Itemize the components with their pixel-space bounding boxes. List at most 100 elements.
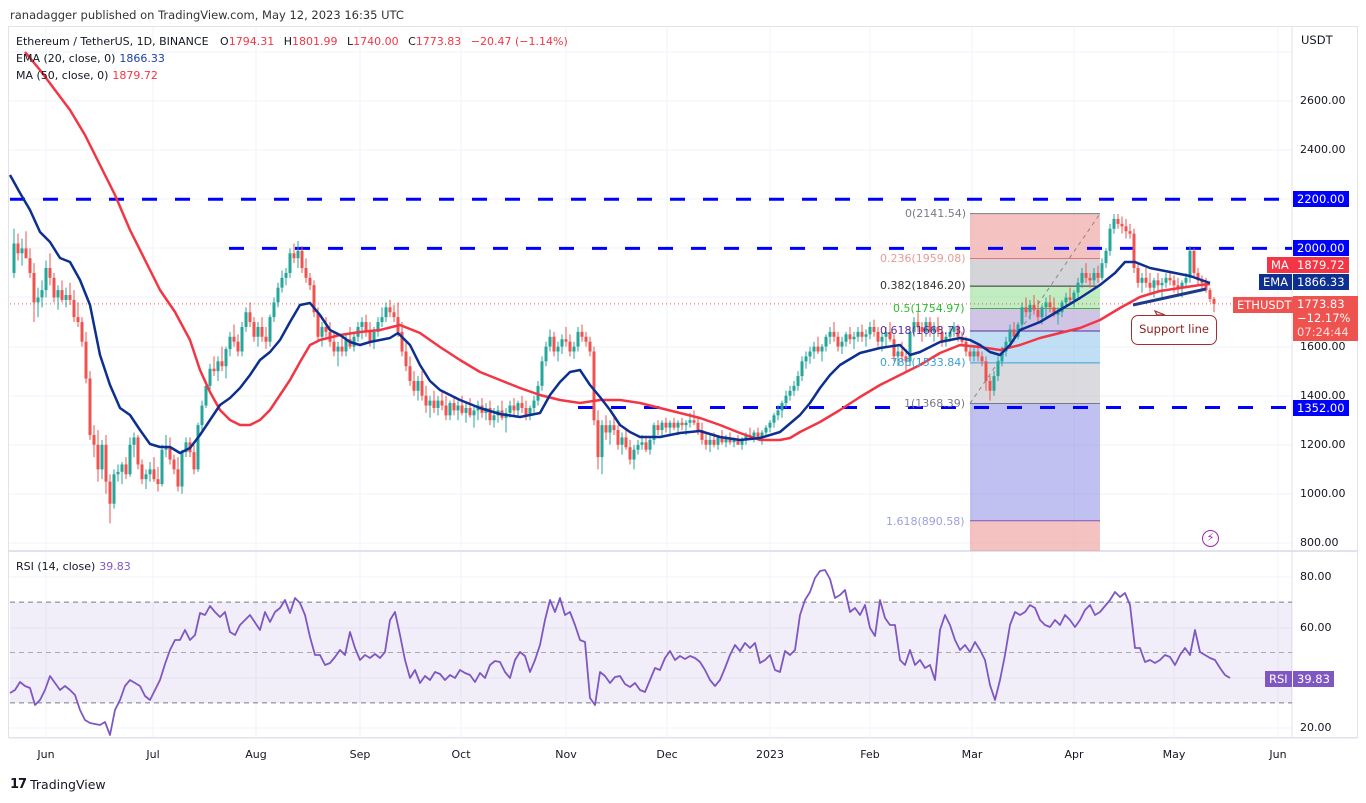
time-label: Feb [860,748,880,761]
candle-body [72,299,76,318]
price-tick: 2400.00 [1300,143,1346,156]
candle-body [1060,302,1064,313]
candle-body [1104,250,1108,264]
ohlc-open-label: O [220,35,229,48]
candle-body [1052,307,1056,315]
candle-body [888,331,892,340]
candle-body [452,403,456,411]
candle-body [392,312,396,318]
candle-body [1204,282,1208,291]
candle-body [620,437,624,445]
ema-legend[interactable]: EMA (20, close, 0) 1866.33 [16,52,165,65]
symbol-legend[interactable]: Ethereum / TetherUS, 1D, BINANCE O1794.3… [16,35,568,48]
candle-body [1176,285,1180,288]
published-note: ranadagger published on TradingView.com,… [10,8,404,22]
candle-body [472,410,476,416]
ma-legend[interactable]: MA (50, close, 0) 1879.72 [16,69,158,82]
candle-body [652,425,656,440]
candle-body [360,322,364,327]
candle-body [512,405,516,411]
rsi-legend[interactable]: RSI (14, close) 39.83 [16,560,131,573]
candle-body [204,385,208,406]
candle-body [380,317,384,323]
chart-frame[interactable] [8,26,1358,738]
support-trend-line [1132,287,1207,307]
candle-body [992,376,996,391]
candle-body [628,447,632,460]
fib-label-0: 0(2141.54) [905,207,967,220]
candle-body [176,469,180,487]
candle-body [612,425,616,431]
candle-body [656,425,660,431]
candle-body [32,272,36,303]
candle-body [16,243,20,254]
candle-body [192,452,196,470]
fib-zone [970,520,1100,551]
rsi-legend-label: RSI (14, close) [16,560,96,573]
candle-body [1152,280,1156,288]
candle-body [172,459,176,470]
candle-body [492,415,496,421]
candle-body [1016,324,1020,337]
candle-body [688,420,692,423]
support-callout[interactable]: Support line [1131,315,1217,345]
candle-body [1144,277,1148,283]
time-label: May [1162,748,1186,761]
candle-body [756,432,760,438]
candle-body [828,331,832,337]
candle-body [788,390,792,396]
candle-body [668,422,672,428]
candle-body [524,407,528,416]
time-label: Nov [555,748,577,761]
candle-body [1096,272,1100,278]
candle-body [924,322,928,332]
candle-body [196,425,200,470]
candle-body [616,430,620,445]
candle-body [1124,226,1128,232]
candle-body [456,405,460,411]
candle-body [408,366,412,381]
price-axis-unit: USDT [1301,33,1333,47]
candle-body [940,331,944,342]
level-tag-2200: 2200.00 [1293,191,1349,207]
fib-zone [970,362,1100,404]
candle-body [912,322,916,332]
candle-body [1044,302,1048,308]
candle-body [820,346,824,352]
candle-body [272,302,276,318]
candle-body [388,307,392,313]
time-label: Aug [245,748,267,761]
candle-body [540,361,544,386]
candle-body [1080,272,1084,283]
time-label: 2023 [756,748,784,761]
candle-body [436,400,440,408]
ema-tag-label: EMA [1259,274,1293,290]
candle-body [1100,263,1104,278]
candle-body [1168,277,1172,281]
candle-body [664,422,668,428]
candle-body [212,368,216,372]
candle-body [264,336,268,342]
candle-body [700,430,704,440]
fib-label-1: 1(1368.39) [904,397,966,410]
ohlc-close-label: C [408,35,416,48]
candle-body [124,464,128,475]
candle-body [808,351,812,357]
lightning-icon[interactable]: ⚡︎ [1202,530,1219,547]
ma-tag-label: MA [1267,257,1293,273]
candle-body [1160,282,1164,286]
candle-body [1008,329,1012,342]
candle-body [96,444,100,470]
candle-body [592,351,596,421]
candle-body [368,331,372,342]
candle-body [624,437,628,448]
candle-body [768,422,772,428]
candle-body [420,380,424,396]
ohlc-change: −20.47 (−1.14%) [470,35,568,48]
candle-body [112,474,116,504]
candle-body [92,434,96,445]
tradingview-brand[interactable]: 17 TradingView [10,777,106,792]
candle-body [136,437,140,465]
fib-label-0236: 0.236(1959.08) [880,252,966,265]
